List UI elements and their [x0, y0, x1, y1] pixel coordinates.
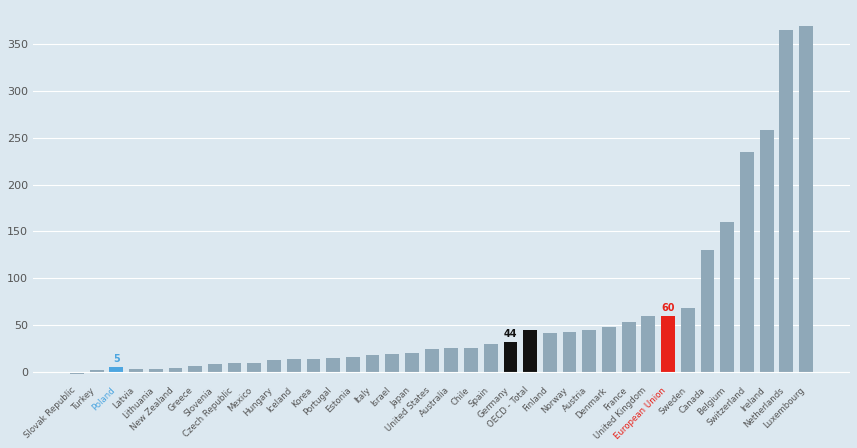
Bar	[287, 359, 301, 372]
Bar	[248, 363, 261, 372]
Bar	[129, 369, 143, 372]
Text: 44: 44	[504, 329, 518, 339]
Bar	[346, 357, 360, 372]
Bar	[366, 355, 380, 372]
Bar	[464, 348, 478, 372]
Bar	[484, 344, 498, 372]
Bar	[504, 342, 518, 372]
Bar	[563, 332, 577, 372]
Bar	[779, 30, 794, 372]
Bar	[642, 315, 656, 372]
Bar	[622, 322, 636, 372]
Bar	[583, 330, 596, 372]
Bar	[208, 364, 222, 372]
Bar	[149, 369, 163, 372]
Bar	[662, 315, 675, 372]
Bar	[169, 368, 183, 372]
Bar	[759, 130, 774, 372]
Bar	[445, 348, 458, 372]
Bar	[799, 26, 813, 372]
Bar	[701, 250, 715, 372]
Bar	[90, 370, 104, 372]
Bar	[524, 331, 537, 372]
Bar	[405, 353, 419, 372]
Bar	[543, 333, 557, 372]
Text: 60: 60	[662, 303, 674, 313]
Bar	[327, 358, 340, 372]
Bar	[267, 360, 281, 372]
Bar	[189, 366, 202, 372]
Bar	[307, 359, 321, 372]
Bar	[740, 152, 754, 372]
Bar	[110, 367, 123, 372]
Text: 5: 5	[113, 354, 120, 364]
Bar	[602, 327, 616, 372]
Bar	[386, 354, 399, 372]
Bar	[425, 349, 439, 372]
Bar	[70, 372, 84, 374]
Bar	[681, 308, 695, 372]
Bar	[228, 363, 242, 372]
Bar	[720, 222, 734, 372]
